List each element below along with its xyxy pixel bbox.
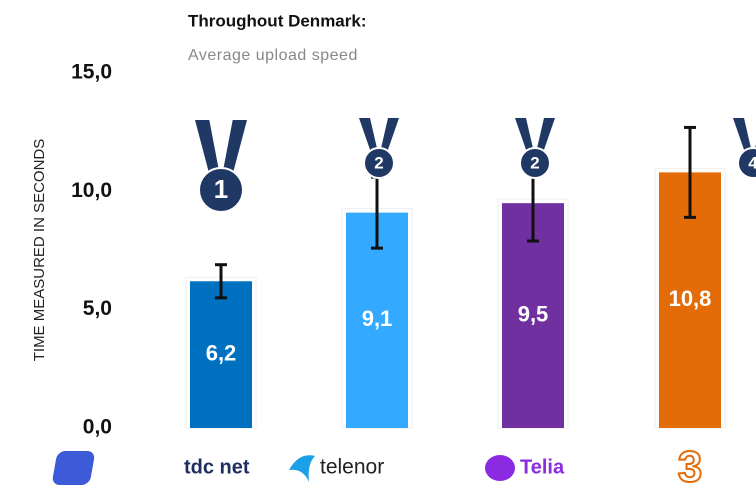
- medal-disc: [737, 147, 756, 179]
- chart-title: Throughout Denmark:: [188, 11, 367, 30]
- medal-disc: [363, 147, 395, 179]
- chart-subtitle: Average upload speed: [188, 47, 358, 64]
- x-tick-label: Telia: [520, 456, 565, 478]
- medal-rank: 1: [214, 174, 228, 204]
- value-label: 9,5: [518, 301, 549, 326]
- medal-rank: 4: [748, 153, 756, 172]
- medal-disc: [198, 167, 244, 213]
- medal-rank: 2: [530, 153, 539, 172]
- logo-icon: [52, 451, 95, 485]
- medal: 2: [515, 118, 555, 179]
- logo-icon: [289, 455, 315, 482]
- y-tick-label: 0,0: [83, 416, 112, 439]
- medal: 2: [359, 118, 399, 179]
- logo-icon: [485, 455, 515, 481]
- medal-ribbon: [195, 120, 247, 182]
- value-label: 6,2: [206, 340, 237, 365]
- medal: 1: [195, 120, 247, 213]
- medal-ribbon: [515, 118, 555, 157]
- y-tick-label: 10,0: [71, 179, 112, 202]
- x-tick-label: telenor: [320, 456, 384, 479]
- medal-rank: 2: [374, 153, 383, 172]
- x-tick-label: tdc net: [184, 456, 250, 478]
- value-label: 9,1: [362, 306, 393, 331]
- x-tick-label: 3: [678, 443, 702, 492]
- medal-ribbon: [359, 118, 399, 157]
- value-label: 10,8: [669, 286, 712, 311]
- y-tick-label: 15,0: [71, 61, 112, 84]
- medal: 4: [733, 118, 756, 179]
- y-tick-label: 5,0: [83, 297, 112, 320]
- y-axis-label: TIME MEASURED IN SECONDS: [31, 139, 48, 362]
- bar: [190, 281, 252, 428]
- medal-disc: [519, 147, 551, 179]
